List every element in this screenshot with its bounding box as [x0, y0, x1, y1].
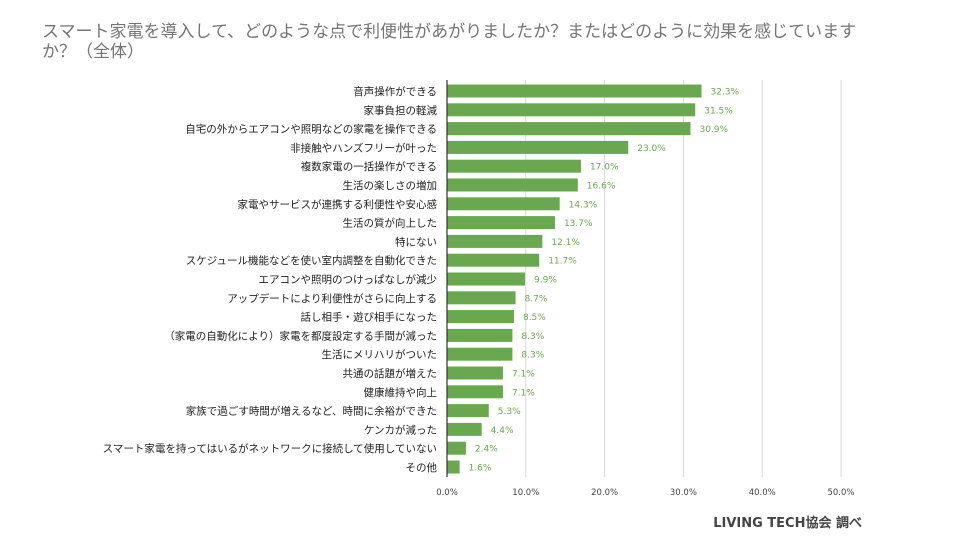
bar-value-label: 17.0% — [590, 163, 619, 173]
bar — [447, 140, 629, 154]
bar-value-label: 23.0% — [637, 144, 666, 154]
category-label: 健康維持や向上 — [364, 386, 438, 399]
bar-value-label: 5.3% — [498, 407, 521, 417]
bar — [447, 84, 702, 98]
bar — [447, 328, 513, 342]
category-label: ケンカが減った — [364, 423, 437, 436]
category-label: 家族で過ごす時間が増えるなど、時間に余裕ができた — [186, 405, 437, 418]
bar — [447, 272, 526, 286]
value-labels: 32.3% 31.5% 30.9% 23.0% 17.0% 16.6% 14.3% 13.7%… — [469, 88, 740, 474]
x-axis-ticks: 0.0% 10.0% 20.0% 30.0% 40.0% 50.0% — [436, 488, 854, 498]
bar-value-label: 12.1% — [551, 238, 580, 248]
grid-lines — [525, 80, 842, 477]
category-label: 複数家電の一括操作ができる — [301, 160, 437, 173]
bar — [447, 291, 516, 305]
x-tick-label: 20.0% — [591, 488, 618, 498]
bar — [447, 122, 691, 136]
bar — [447, 422, 482, 436]
bar — [447, 347, 513, 361]
category-label: その他 — [406, 461, 438, 474]
bar — [447, 234, 543, 248]
bar-value-label: 1.6% — [469, 464, 492, 474]
x-tick-label: 10.0% — [512, 488, 539, 498]
category-label: 自宅の外からエアコンや照明などの家電を操作できる — [185, 123, 437, 136]
category-label: 特にない — [395, 236, 437, 248]
category-label: 非接触やハンズフリーが叶った — [290, 141, 437, 154]
bar-value-label: 13.7% — [564, 219, 593, 229]
x-tick-label: 40.0% — [749, 488, 776, 498]
bar-value-label: 9.9% — [534, 276, 557, 286]
bar — [447, 385, 503, 399]
bar-value-label: 8.3% — [521, 332, 544, 342]
category-label: 家電やサービスが連携する利便性や安心感 — [238, 198, 438, 211]
x-tick-label: 0.0% — [436, 488, 458, 498]
bar-value-label: 4.4% — [491, 426, 514, 436]
bar-value-label: 8.7% — [525, 294, 548, 304]
bar-value-label: 7.1% — [512, 388, 535, 398]
bar — [447, 253, 540, 267]
bar — [447, 216, 555, 230]
bar — [447, 159, 581, 173]
bar — [447, 103, 696, 117]
category-label: エアコンや照明のつけっぱなしが減少 — [259, 273, 438, 286]
bar — [447, 366, 503, 380]
bar — [447, 178, 578, 192]
category-label: アップデートにより利便性がさらに向上する — [227, 292, 437, 305]
x-tick-label: 30.0% — [670, 488, 697, 498]
bar-value-label: 11.7% — [548, 257, 577, 267]
bar-value-label: 32.3% — [711, 88, 740, 98]
category-label: 生活の楽しさの増加 — [343, 179, 438, 192]
category-label: （家電の自動化により）家電を都度設定する手間が減った — [164, 329, 437, 342]
bar-value-label: 31.5% — [704, 106, 733, 116]
bar — [447, 310, 514, 324]
bar-value-label: 2.4% — [475, 445, 498, 455]
category-label: 家事負担の軽減 — [364, 104, 438, 117]
category-label: 生活にメリハリがついた — [322, 348, 438, 361]
bar-value-label: 7.1% — [512, 370, 535, 380]
bar — [447, 197, 560, 211]
source-credit: LIVING TECH協会 調べ — [713, 516, 862, 531]
bar-value-label: 14.3% — [569, 200, 598, 210]
bar-value-label: 8.5% — [523, 313, 546, 323]
bar-value-label: 30.9% — [699, 125, 728, 135]
category-label: 話し相手・遊び相手になった — [301, 311, 438, 324]
bar — [447, 404, 489, 418]
bar-value-label: 16.6% — [587, 182, 616, 192]
chart-title: スマート家電を導入して、どのような点で利便性があがりましたか？またはどのように効… — [42, 22, 857, 62]
category-label: 音声操作ができる — [353, 85, 437, 98]
bar — [447, 441, 466, 455]
category-label: スマート家電を持ってはいるがネットワークに接続して使用していない — [103, 442, 437, 455]
category-labels: 音声操作ができる家事負担の軽減自宅の外からエアコンや照明などの家電を操作できる非… — [103, 85, 438, 474]
bars — [447, 84, 702, 474]
category-label: 共通の話題が増えた — [343, 367, 438, 380]
x-tick-label: 50.0% — [827, 488, 854, 498]
category-label: スケジュール機能などを使い室内調整を自動化できた — [186, 254, 437, 267]
category-label: 生活の質が向上した — [343, 217, 438, 230]
bar-value-label: 8.3% — [521, 351, 544, 361]
bar — [447, 460, 460, 474]
